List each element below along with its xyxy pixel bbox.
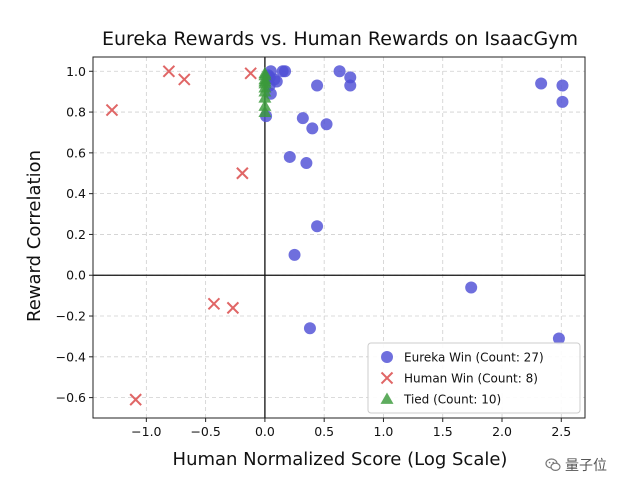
data-point <box>296 112 309 125</box>
data-point-stroke <box>226 301 240 315</box>
data-point <box>552 332 565 345</box>
y-tick-label: 0.6 <box>66 145 86 160</box>
data-point <box>333 65 346 78</box>
y-tick-label: 0.8 <box>66 105 86 120</box>
data-point <box>535 77 548 90</box>
data-point <box>303 322 316 335</box>
data-point-stroke <box>105 103 119 117</box>
data-point <box>258 66 272 79</box>
data-point <box>320 118 333 131</box>
data-point-stroke <box>162 65 176 78</box>
y-axis-label: Reward Correlation <box>24 150 45 322</box>
legend-marker-stroke <box>380 371 394 385</box>
series-circle <box>260 65 569 345</box>
legend: Eureka Win (Count: 27) Human Win (Count: … <box>367 342 581 414</box>
watermark-text: 量子位 <box>565 458 607 474</box>
y-tick-label: 0.0 <box>66 268 86 283</box>
x-tick-label: 0.0 <box>255 424 275 439</box>
data-point <box>279 65 292 78</box>
data-point <box>226 301 240 315</box>
data-point <box>556 95 569 108</box>
data-point <box>306 122 319 135</box>
data-point <box>283 150 296 163</box>
data-point-stroke <box>244 67 257 80</box>
legend-label: Eureka Win (Count: 27) <box>404 351 544 365</box>
legend-label: Human Win (Count: 8) <box>404 372 538 386</box>
legend-label: Tied (Count: 10) <box>403 393 501 407</box>
data-point <box>556 79 569 92</box>
x-tick-label: 2.0 <box>492 424 512 439</box>
wechat-icon <box>545 458 561 472</box>
data-point <box>465 281 478 294</box>
data-point <box>258 85 272 97</box>
data-point <box>162 65 176 78</box>
data-point <box>270 75 283 88</box>
data-point <box>244 67 257 80</box>
y-tick-label: 0.4 <box>66 186 86 201</box>
legend-marker <box>380 392 394 404</box>
x-tick-label: −0.5 <box>190 424 220 439</box>
legend-marker <box>381 351 393 363</box>
data-point <box>207 297 221 310</box>
chart-title: Eureka Rewards vs. Human Rewards on Isaa… <box>102 28 578 50</box>
series-triangle <box>258 66 272 117</box>
plot-frame <box>92 56 586 419</box>
legend-marker <box>380 371 394 385</box>
y-tick-label: 0.2 <box>66 227 86 242</box>
x-axis-label: Human Normalized Score (Log Scale) <box>173 449 508 470</box>
data-point <box>288 248 301 261</box>
series-x <box>105 65 257 406</box>
y-tick-label: −0.4 <box>56 349 86 364</box>
data-points <box>105 65 569 406</box>
x-tick-label: 1.5 <box>433 424 453 439</box>
y-tick-label: −0.2 <box>56 309 86 324</box>
axis-ticks: −1.0 −0.5 0.0 0.5 1.0 1.5 2.0 2.5 −0.6 −0.4 −0.2 0.… <box>56 64 572 439</box>
legend-box <box>367 342 581 414</box>
data-point <box>258 105 272 117</box>
data-point <box>178 73 191 86</box>
data-point <box>129 393 142 406</box>
data-point <box>258 74 272 87</box>
data-point <box>344 79 357 92</box>
data-point <box>258 99 272 111</box>
data-point <box>300 157 313 170</box>
data-point <box>105 103 119 117</box>
data-point <box>258 91 272 103</box>
x-tick-label: 1.0 <box>374 424 394 439</box>
x-tick-label: 2.5 <box>551 424 571 439</box>
y-tick-label: 1.0 <box>66 64 86 79</box>
data-point <box>236 167 249 180</box>
watermark: 量子位 <box>545 455 607 475</box>
data-point-stroke <box>178 73 191 86</box>
data-point <box>311 220 324 233</box>
data-point-stroke <box>129 393 142 406</box>
y-tick-label: −0.6 <box>56 390 86 405</box>
x-tick-label: −1.0 <box>131 424 161 439</box>
data-point-stroke <box>236 167 249 180</box>
x-tick-label: 0.5 <box>314 424 334 439</box>
data-point-stroke <box>207 297 221 310</box>
data-point <box>311 79 324 92</box>
